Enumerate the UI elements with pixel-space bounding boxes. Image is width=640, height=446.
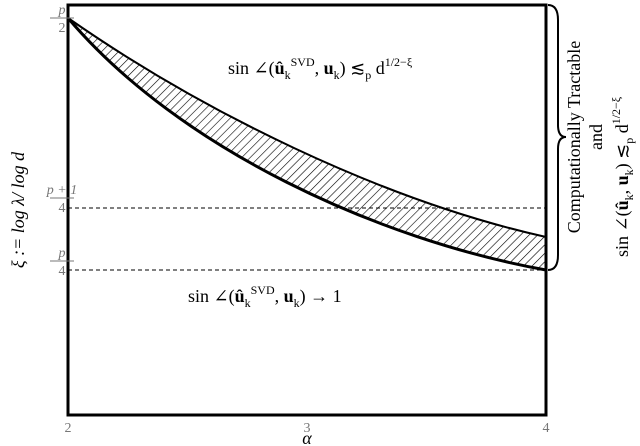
y-tick-denominator: 4 <box>59 201 66 216</box>
y-tick-denominator: 2 <box>59 21 66 36</box>
math-part: p <box>365 68 371 82</box>
y-tick-numerator: p <box>58 3 66 18</box>
math-part: ) → 1 <box>300 286 342 307</box>
x-axis-label: α <box>302 428 312 446</box>
brace <box>547 4 567 271</box>
math-part: ) ≲ <box>340 58 366 79</box>
lower-curve <box>66 17 547 272</box>
math-part: , <box>315 58 324 78</box>
math-part: k <box>622 169 636 175</box>
math-part: 1/2−ξ <box>385 55 413 69</box>
y-tick-denominator: 4 <box>59 264 66 279</box>
y-tick-numerator: p + 1 <box>46 183 77 198</box>
right-label: Computationally Tractable and sin ∠(ûk, … <box>564 41 636 257</box>
math-part: k <box>294 296 300 310</box>
right-label-math: sin ∠(ûk, uk) ≲p d1/2−ξ <box>609 96 636 257</box>
y-ticks: p 2 p + 1 4 p 4 <box>46 3 77 279</box>
math-part: , <box>275 286 284 306</box>
math-part: û <box>235 286 245 306</box>
right-label-line: Computationally Tractable <box>564 41 584 233</box>
math-part: k <box>245 296 251 310</box>
x-tick-label: 2 <box>65 421 72 436</box>
right-label-line: and <box>586 124 606 150</box>
math-part: SVD <box>291 55 315 69</box>
math-part: k <box>285 68 291 82</box>
math-part: u <box>612 175 632 185</box>
math-part: d <box>612 124 632 138</box>
x-tick-label: 3 <box>304 421 311 436</box>
math-part: k <box>334 68 340 82</box>
math-part: sin ∠( <box>228 58 275 79</box>
math-part: ) ≲ <box>612 144 633 170</box>
math-part: û <box>275 58 285 78</box>
math-part: , <box>612 185 632 194</box>
plot-frame <box>66 3 548 417</box>
math-part: sin ∠( <box>188 286 235 307</box>
math-part: p <box>622 138 636 144</box>
upper-curve <box>67 17 547 238</box>
hatched-region <box>68 18 546 270</box>
y-axis-label: ξ := log λ/ log d <box>8 151 28 268</box>
math-part: SVD <box>251 283 275 297</box>
upper-annotation: sin ∠(ûkSVD, uk) ≲p d1/2−ξ <box>228 55 413 82</box>
math-part: û <box>612 200 632 210</box>
math-part: sin ∠( <box>612 210 633 257</box>
math-part: 1/2−ξ <box>609 96 623 124</box>
x-tick-label: 4 <box>543 421 550 436</box>
y-tick-numerator: p <box>58 246 66 261</box>
math-part: k <box>622 194 636 200</box>
math-part: d <box>371 58 385 78</box>
math-part: u <box>324 58 334 78</box>
math-part: u <box>284 286 294 306</box>
lower-annotation: sin ∠(ûkSVD, uk) → 1 <box>188 283 342 310</box>
